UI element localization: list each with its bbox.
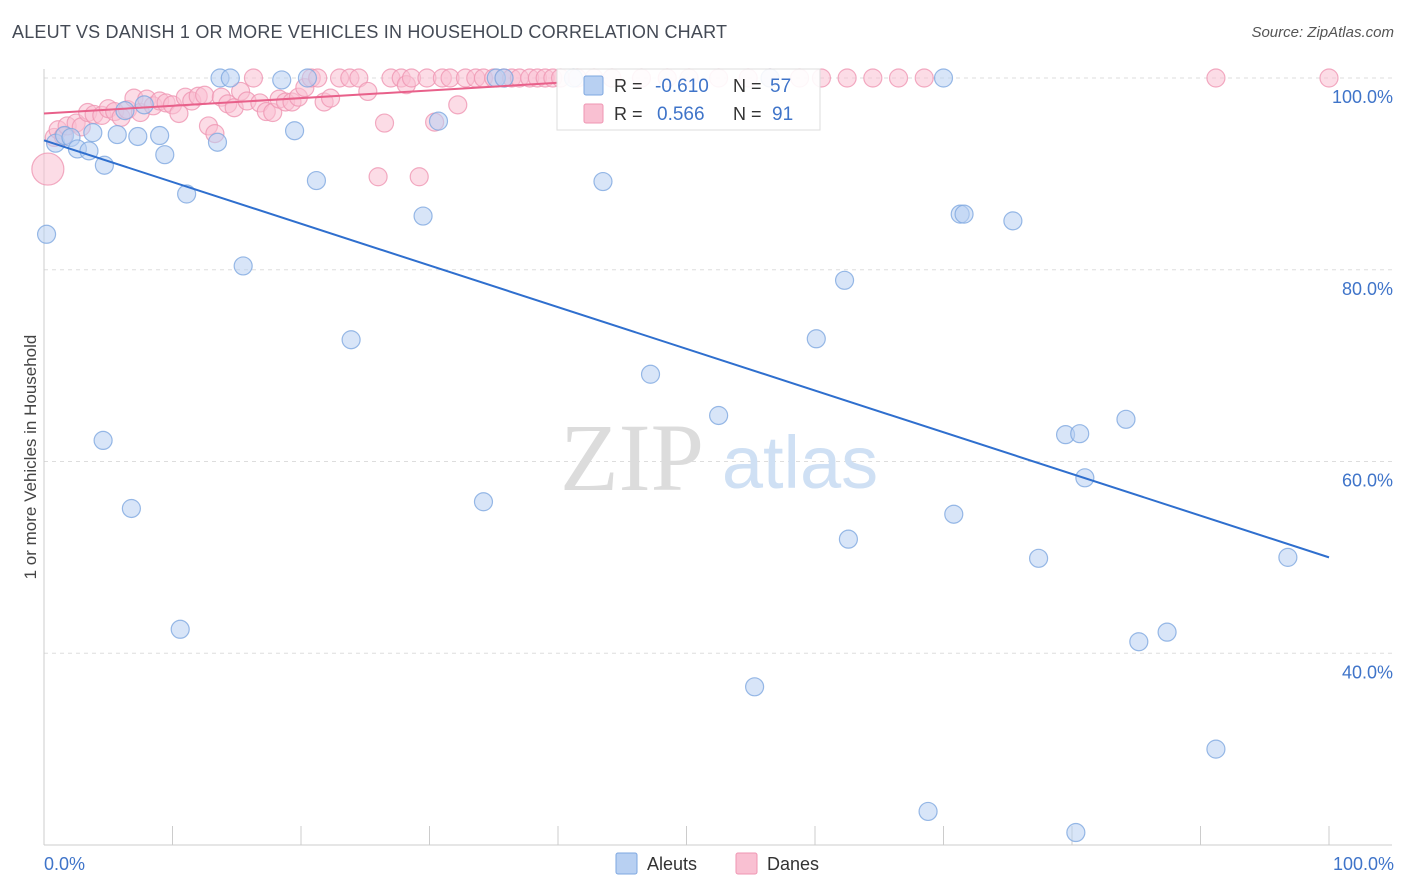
- aleuts-point: [709, 405, 729, 426]
- watermark-atlas: atlas: [722, 421, 878, 504]
- aleuts-point: [36, 224, 57, 244]
- aleuts-point: [1070, 424, 1090, 444]
- aleuts-point: [640, 364, 661, 384]
- stats-legend-swatch-aleuts: [583, 75, 604, 96]
- watermark: ZIP atlas: [560, 404, 878, 511]
- legend-label-danes: Danes: [767, 854, 819, 874]
- chart-title: ALEUT VS DANISH 1 OR MORE VEHICLES IN HO…: [12, 22, 728, 42]
- aleuts-point: [170, 619, 190, 639]
- aleuts-point: [1129, 632, 1149, 652]
- aleuts-point: [272, 70, 292, 90]
- aleuts-point: [220, 68, 240, 88]
- aleuts-point: [83, 123, 103, 143]
- legend-label-aleuts: Aleuts: [647, 854, 697, 874]
- aleuts-point: [1066, 822, 1086, 843]
- danes-point: [368, 167, 388, 187]
- aleuts-point: [306, 170, 327, 191]
- danes-point: [320, 88, 341, 108]
- aleuts-point: [933, 68, 954, 88]
- legend-swatch-danes: [735, 852, 758, 875]
- aleuts-point: [838, 529, 859, 549]
- danes-point: [374, 113, 395, 133]
- aleuts-point: [93, 430, 113, 451]
- stats-legend-swatch-danes: [583, 103, 604, 124]
- stats-legend-r-label-danes: R =: [614, 104, 643, 124]
- aleuts-trend-line: [43, 139, 1330, 559]
- stats-legend-n-label-aleuts: N =: [733, 76, 762, 96]
- danes-point: [888, 68, 909, 88]
- aleuts-point: [1116, 409, 1136, 429]
- y-tick-label: 60.0%: [1342, 471, 1393, 491]
- danes-point: [409, 167, 429, 187]
- aleuts-point: [1206, 739, 1226, 759]
- aleuts-point: [593, 171, 613, 192]
- aleuts-point: [155, 145, 175, 165]
- danes-point: [448, 95, 468, 115]
- watermark-zip: ZIP: [560, 404, 704, 511]
- danes-point: [1206, 68, 1226, 88]
- danes-point: [863, 68, 883, 88]
- danes-point: [837, 68, 857, 88]
- aleuts-point: [944, 504, 964, 524]
- aleuts-point: [918, 801, 938, 822]
- aleuts-point: [284, 121, 305, 141]
- axes-layer: [43, 69, 1392, 846]
- stats-legend-n-value-danes: 91: [772, 104, 793, 125]
- aleuts-points: [36, 68, 1298, 843]
- stats-legend-r-value-danes: 0.566: [657, 104, 705, 125]
- aleuts-point: [413, 206, 433, 226]
- aleuts-point: [134, 95, 154, 115]
- y-tick-labels: 40.0% 60.0% 80.0% 100.0%: [1332, 87, 1393, 682]
- aleuts-point: [494, 68, 514, 88]
- aleuts-point: [473, 492, 494, 512]
- y-tick-label: 80.0%: [1342, 279, 1393, 299]
- aleuts-point: [806, 329, 826, 349]
- aleuts-point: [1157, 622, 1177, 642]
- danes-point: [31, 152, 65, 186]
- trend-lines: [43, 81, 1330, 559]
- aleuts-point: [341, 330, 361, 350]
- grid-layer: [44, 77, 1392, 654]
- aleuts-point: [233, 256, 253, 276]
- danes-point: [914, 68, 934, 88]
- danes-point: [358, 81, 378, 102]
- aleuts-point: [1003, 211, 1023, 231]
- aleuts-point: [1278, 547, 1298, 567]
- legend-swatch-aleuts: [615, 852, 638, 875]
- danes-trend-line: [43, 81, 559, 115]
- aleuts-point: [745, 677, 765, 697]
- aleuts-point: [954, 204, 974, 224]
- danes-point: [195, 85, 215, 105]
- y-tick-label: 40.0%: [1342, 662, 1393, 682]
- x-tick-labels: 0.0% 100.0%: [44, 854, 1394, 874]
- stats-legend-box: R = -0.610 N = 57 R = 0.566 N = 91: [556, 68, 821, 131]
- aleuts-point: [177, 184, 197, 204]
- y-tick-label: 100.0%: [1332, 87, 1393, 107]
- aleuts-point: [297, 68, 318, 88]
- aleuts-point: [428, 111, 449, 131]
- aleuts-point: [121, 498, 141, 519]
- y-axis-label: 1 or more Vehicles in Household: [21, 335, 40, 580]
- aleuts-point: [207, 132, 228, 152]
- aleuts-point: [150, 125, 170, 146]
- stats-legend-r-label-aleuts: R =: [614, 76, 643, 96]
- danes-point: [1319, 68, 1339, 88]
- aleuts-point: [107, 124, 127, 145]
- bottom-legend: Aleuts Danes: [615, 852, 819, 875]
- aleuts-point: [128, 126, 148, 147]
- x-tick-label-min: 0.0%: [44, 854, 85, 874]
- stats-legend-n-label-danes: N =: [733, 104, 762, 124]
- danes-point: [243, 68, 264, 88]
- aleuts-point: [834, 270, 855, 290]
- stats-legend-n-value-aleuts: 57: [770, 76, 791, 97]
- aleuts-point: [115, 100, 135, 121]
- chart-source: Source: ZipAtlas.com: [1251, 24, 1394, 41]
- aleuts-point: [1028, 548, 1049, 568]
- stats-legend-r-value-aleuts: -0.610: [655, 76, 709, 97]
- danes-point: [349, 68, 369, 88]
- x-tick-label-max: 100.0%: [1333, 854, 1394, 874]
